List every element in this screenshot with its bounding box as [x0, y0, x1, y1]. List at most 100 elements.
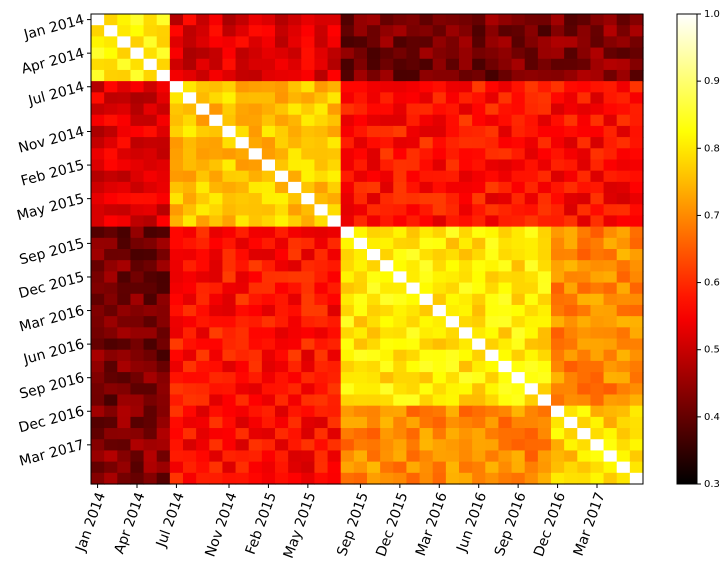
heatmap-cell — [275, 237, 289, 250]
heatmap-cell — [117, 372, 132, 384]
heatmap-cell — [288, 405, 302, 418]
heatmap-cell — [261, 327, 276, 340]
heatmap-cell — [196, 282, 210, 295]
x-tick-label: Sep 2015 — [334, 490, 372, 558]
heatmap-cell — [511, 170, 526, 183]
heatmap-cell — [248, 204, 263, 217]
heatmap-cell — [551, 215, 565, 228]
heatmap-cell — [498, 92, 513, 105]
heatmap-cell — [117, 92, 132, 105]
heatmap-cell — [380, 416, 394, 429]
heatmap-cell — [143, 193, 158, 205]
heatmap-cell — [143, 159, 158, 172]
heatmap-cell — [406, 114, 421, 127]
heatmap-cell — [104, 81, 118, 93]
heatmap-cell — [143, 114, 158, 127]
heatmap-cell — [196, 81, 210, 93]
heatmap-cell — [91, 204, 105, 217]
heatmap-cell — [209, 69, 224, 82]
heatmap-cell — [419, 36, 434, 49]
heatmap-cell — [616, 69, 631, 82]
heatmap-cell — [248, 170, 263, 183]
heatmap-cell — [432, 36, 447, 49]
heatmap-cell — [472, 148, 486, 161]
heatmap-cell — [380, 304, 394, 317]
heatmap-cell — [380, 327, 394, 340]
heatmap-cell — [485, 170, 500, 183]
heatmap-cell — [629, 137, 644, 149]
heatmap-cell — [511, 405, 526, 418]
heatmap-cell — [485, 271, 500, 284]
heatmap-cell — [314, 282, 329, 295]
heatmap-cell — [169, 148, 184, 161]
heatmap-cell — [419, 282, 434, 295]
heatmap-cell — [91, 170, 105, 183]
heatmap-cell — [183, 249, 197, 261]
heatmap-cell — [196, 304, 210, 317]
heatmap-cell — [485, 360, 500, 373]
heatmap-cell — [577, 439, 592, 452]
heatmap-cell — [183, 69, 197, 82]
heatmap-cell — [445, 405, 460, 418]
heatmap-cell — [367, 327, 381, 340]
heatmap-cell — [551, 416, 565, 429]
heatmap-cell — [235, 349, 250, 362]
heatmap-cell — [196, 36, 210, 49]
heatmap-cell — [419, 260, 434, 272]
heatmap-cell — [472, 81, 486, 93]
heatmap-cell — [551, 148, 565, 161]
heatmap-cell — [380, 103, 394, 116]
heatmap-cell — [406, 472, 421, 485]
heatmap-cell — [196, 170, 210, 183]
heatmap-cell — [511, 159, 526, 172]
heatmap-cell — [314, 349, 329, 362]
heatmap-cell — [511, 304, 526, 317]
heatmap-cell — [275, 394, 289, 407]
heatmap-cell — [406, 461, 421, 474]
heatmap-cell — [524, 249, 539, 261]
heatmap-cell — [327, 92, 342, 105]
heatmap-cell — [301, 226, 316, 239]
heatmap-cell — [577, 237, 592, 250]
heatmap-cell — [156, 170, 171, 183]
heatmap-cell — [327, 58, 342, 71]
heatmap-cell — [222, 137, 237, 149]
heatmap-cell — [301, 416, 316, 429]
heatmap-cell — [301, 327, 316, 340]
heatmap-cell — [104, 349, 118, 362]
heatmap-cell — [169, 372, 184, 384]
heatmap-cell — [485, 103, 500, 116]
heatmap-cell — [222, 316, 237, 328]
heatmap-cell — [143, 383, 158, 396]
heatmap-cell — [209, 450, 224, 463]
heatmap-cell — [577, 215, 592, 228]
heatmap-cell — [485, 304, 500, 317]
heatmap-cell — [459, 260, 473, 272]
heatmap-cell — [117, 450, 132, 463]
heatmap-cell — [590, 439, 605, 452]
heatmap-cell — [472, 360, 486, 373]
heatmap-cell — [353, 237, 368, 250]
heatmap-cell — [130, 204, 145, 217]
heatmap-cell — [169, 282, 184, 295]
heatmap-cell — [511, 226, 526, 239]
heatmap-cell — [590, 338, 605, 351]
heatmap-cell — [222, 249, 237, 261]
heatmap-cell — [629, 439, 644, 452]
heatmap-cell — [143, 260, 158, 272]
heatmap-cell — [91, 137, 105, 149]
heatmap-cell — [537, 125, 552, 138]
heatmap-cell — [275, 159, 289, 172]
heatmap-cell — [261, 92, 276, 105]
heatmap-cell — [498, 69, 513, 82]
heatmap-cell — [104, 226, 118, 239]
heatmap-cell — [367, 92, 381, 105]
heatmap-cell — [577, 271, 592, 284]
heatmap-cell — [590, 428, 605, 440]
heatmap-cell — [222, 193, 237, 205]
heatmap-cell — [117, 394, 132, 407]
heatmap-cell — [156, 282, 171, 295]
heatmap-cell — [485, 372, 500, 384]
heatmap-cell — [577, 159, 592, 172]
heatmap-cell — [485, 92, 500, 105]
